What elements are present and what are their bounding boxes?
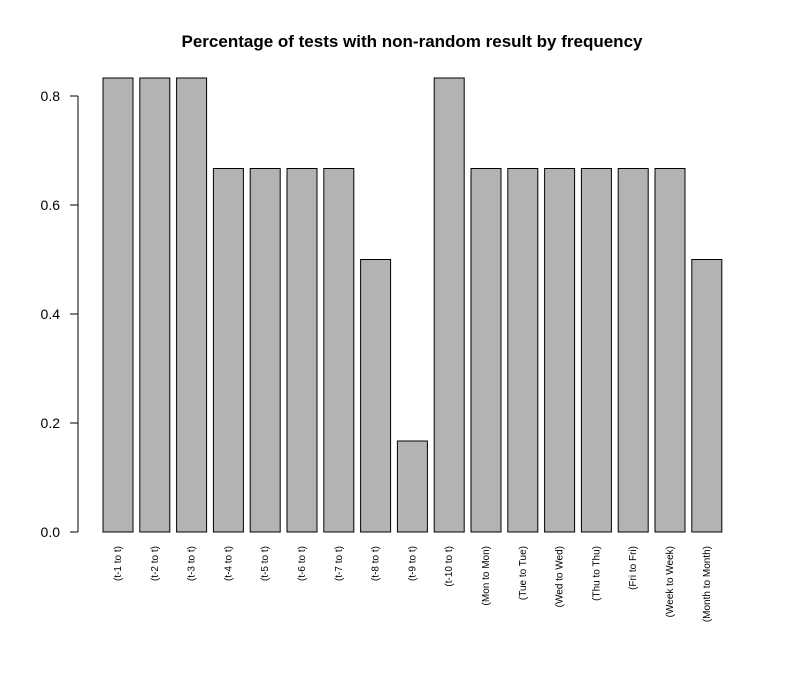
bar bbox=[212, 168, 244, 533]
bar bbox=[323, 168, 355, 533]
bar bbox=[360, 259, 392, 533]
x-tick-label: (t-2 to t) bbox=[150, 546, 161, 581]
x-tick-label: (Mon to Mon) bbox=[481, 546, 492, 605]
x-tick-label: (Week to Week) bbox=[665, 546, 676, 617]
x-tick-label: (Fri to Fri) bbox=[628, 546, 639, 590]
y-tick-label: 0.6 bbox=[41, 197, 61, 213]
bar bbox=[249, 168, 281, 533]
bar bbox=[691, 259, 723, 533]
x-tick-label: (t-3 to t) bbox=[187, 546, 198, 581]
x-tick-label: (t-8 to t) bbox=[371, 546, 382, 581]
x-tick-label: (t-7 to t) bbox=[334, 546, 345, 581]
bar bbox=[470, 168, 502, 533]
x-tick-label: (Thu to Thu) bbox=[591, 546, 602, 601]
x-tick-label: (t-4 to t) bbox=[223, 546, 234, 581]
x-tick-label: (t-9 to t) bbox=[407, 546, 418, 581]
chart-title: Percentage of tests with non-random resu… bbox=[182, 32, 644, 51]
x-tick-label: (t-10 to t) bbox=[444, 546, 455, 587]
bar bbox=[654, 168, 686, 533]
bar bbox=[544, 168, 576, 533]
x-tick-label: (t-6 to t) bbox=[297, 546, 308, 581]
y-axis: 0.0 0.2 0.4 0.6 0.8 bbox=[41, 88, 79, 540]
y-tick-label: 0.4 bbox=[41, 306, 61, 322]
bar bbox=[433, 77, 465, 533]
x-tick-label: (Wed to Wed) bbox=[555, 546, 566, 607]
x-tick-label: (t-1 to t) bbox=[113, 546, 124, 581]
bar bbox=[286, 168, 318, 533]
bar bbox=[507, 168, 539, 533]
y-tick-label: 0.2 bbox=[41, 415, 61, 431]
bars bbox=[102, 77, 723, 533]
x-tick-label: (t-5 to t) bbox=[260, 546, 271, 581]
bar bbox=[102, 77, 134, 533]
bar bbox=[139, 77, 171, 533]
y-tick-label: 0.8 bbox=[41, 88, 61, 104]
bar bbox=[580, 168, 612, 533]
x-tick-label: (Tue to Tue) bbox=[518, 546, 529, 600]
x-tick-label: (Month to Month) bbox=[702, 546, 713, 622]
bar bbox=[396, 440, 428, 533]
y-tick-label: 0.0 bbox=[41, 524, 61, 540]
bar bbox=[176, 77, 208, 533]
x-tick-labels: (t-1 to t) (t-2 to t) (t-3 to t) (t-4 to t)… bbox=[113, 546, 713, 622]
bar bbox=[617, 168, 649, 533]
